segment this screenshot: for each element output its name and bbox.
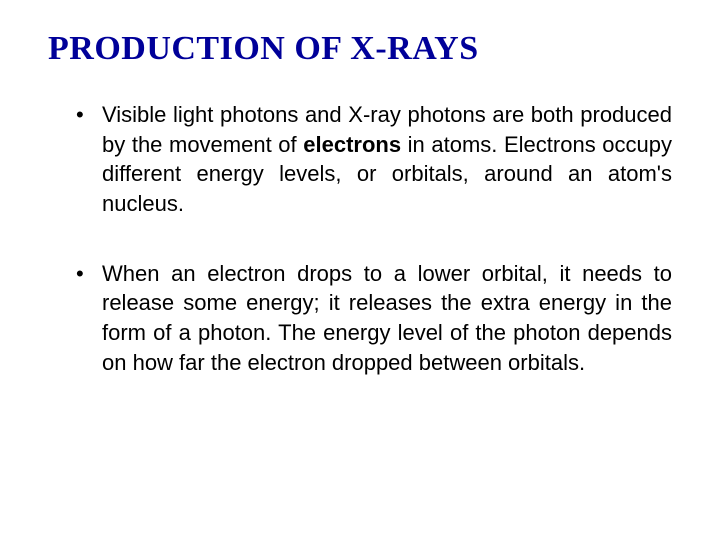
bullet-text: Visible light photons and X-ray photons … — [102, 102, 672, 216]
bullet-list: Visible light photons and X-ray photons … — [48, 100, 672, 378]
slide-title: PRODUCTION OF X-RAYS — [48, 30, 672, 68]
bullet-text: When an electron drops to a lower orbita… — [102, 261, 672, 375]
slide: PRODUCTION OF X-RAYS Visible light photo… — [0, 0, 720, 540]
bullet-item: When an electron drops to a lower orbita… — [76, 259, 672, 378]
bullet-item: Visible light photons and X-ray photons … — [76, 100, 672, 219]
